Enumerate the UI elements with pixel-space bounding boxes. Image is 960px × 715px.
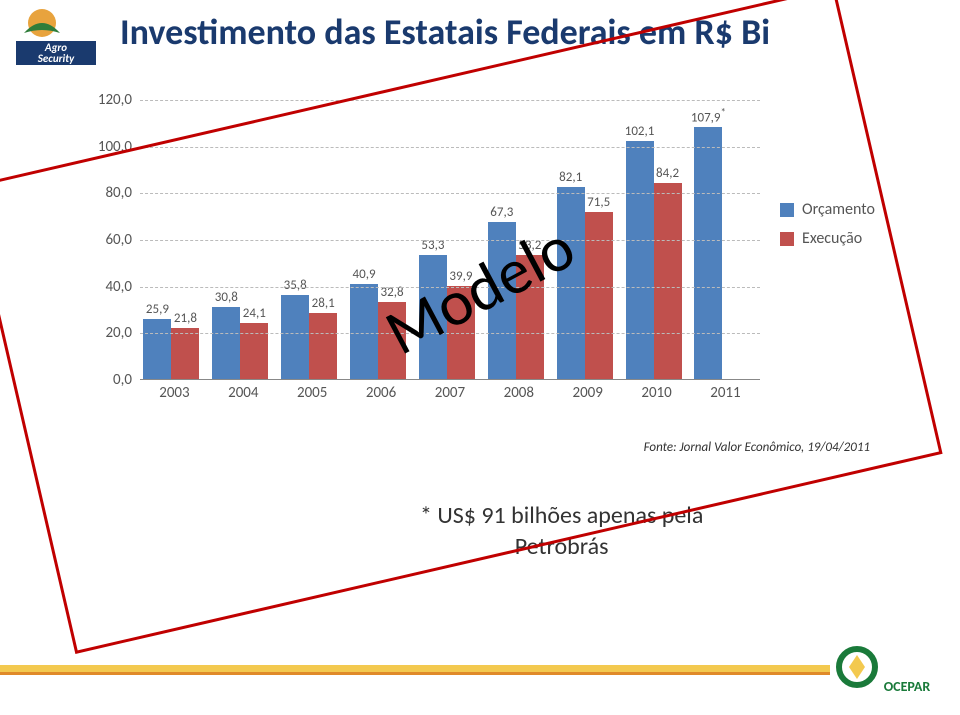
x-axis-label: 2006	[350, 384, 412, 402]
bar-value-label: 30,8	[215, 290, 238, 307]
bar-value-label: 107,9*	[691, 106, 726, 127]
bar-group: 30,824,1	[212, 307, 274, 379]
bar-value-label: 82,1	[559, 170, 582, 187]
bar-value-label: 102,1	[625, 124, 655, 141]
legend-item: Execução	[780, 229, 875, 248]
bar: 21,8	[171, 328, 199, 379]
bar-value-label: 40,9	[353, 267, 376, 284]
logo-br-text: OCEPAR	[884, 678, 931, 695]
x-axis-label: 2011	[694, 384, 756, 402]
x-axis-label: 2003	[143, 384, 205, 402]
y-axis-tick: 120,0	[98, 91, 140, 109]
grid-line	[140, 147, 760, 148]
legend-label: Execução	[802, 229, 862, 248]
logo-tl-text-bottom: Security	[37, 52, 75, 65]
y-axis-tick: 40,0	[105, 278, 140, 296]
footnote-line1: * US$ 91 bilhões apenas pela	[420, 501, 703, 530]
bar: 84,2	[654, 183, 682, 379]
source-citation: Fonte: Jornal Valor Econômico, 19/04/201…	[644, 440, 870, 455]
bar: 107,9*	[694, 127, 722, 379]
bar: 71,5	[585, 212, 613, 379]
legend-swatch-orcamento	[780, 203, 794, 217]
footnote-line2: Petrobrás	[515, 532, 609, 561]
agro-security-logo: Agro Security	[10, 5, 105, 70]
bar-value-label: 84,2	[656, 166, 679, 183]
bar: 102,1	[626, 141, 654, 379]
bar-value-label: 67,3	[490, 205, 513, 222]
grid-line	[140, 240, 760, 241]
x-axis-label: 2010	[626, 384, 688, 402]
footnote: * US$ 91 bilhões apenas pela Petrobrás	[420, 500, 703, 562]
page-title: Investimento das Estatais Federais em R$…	[0, 0, 960, 54]
y-axis-tick: 20,0	[105, 324, 140, 342]
x-axis-label: 2009	[557, 384, 619, 402]
bar-value-label: 24,1	[243, 306, 266, 323]
legend-label: Orçamento	[802, 200, 875, 219]
y-axis-tick: 80,0	[105, 184, 140, 202]
bar-group: 107,9*	[694, 127, 756, 379]
bar-value-label: 28,1	[312, 296, 335, 313]
bar-value-label: 25,9	[146, 302, 169, 319]
bar-group: 102,184,2	[626, 141, 688, 379]
bar-group: 35,828,1	[281, 295, 343, 379]
ocepar-logo: OCEPAR	[835, 645, 945, 700]
x-axis-label: 2005	[281, 384, 343, 402]
grid-line	[140, 100, 760, 101]
chart-legend: Orçamento Execução	[780, 200, 875, 258]
x-axis-label: 2008	[488, 384, 550, 402]
bar: 25,9	[143, 319, 171, 379]
legend-item: Orçamento	[780, 200, 875, 219]
bar: 35,8	[281, 295, 309, 379]
footer-decoration	[0, 665, 830, 675]
grid-line	[140, 193, 760, 194]
legend-swatch-execucao	[780, 232, 794, 246]
bar-group: 25,921,8	[143, 319, 205, 379]
y-axis-tick: 0,0	[113, 371, 140, 389]
x-axis-label: 2007	[419, 384, 481, 402]
bar: 30,8	[212, 307, 240, 379]
bar-value-label: 21,8	[174, 311, 197, 328]
bar: 40,9	[350, 284, 378, 379]
x-axis-label: 2004	[212, 384, 274, 402]
y-axis-tick: 60,0	[105, 231, 140, 249]
bar: 28,1	[309, 313, 337, 379]
y-axis-tick: 100,0	[98, 138, 140, 156]
bar-value-label: 71,5	[587, 195, 610, 212]
bar: 24,1	[240, 323, 268, 379]
